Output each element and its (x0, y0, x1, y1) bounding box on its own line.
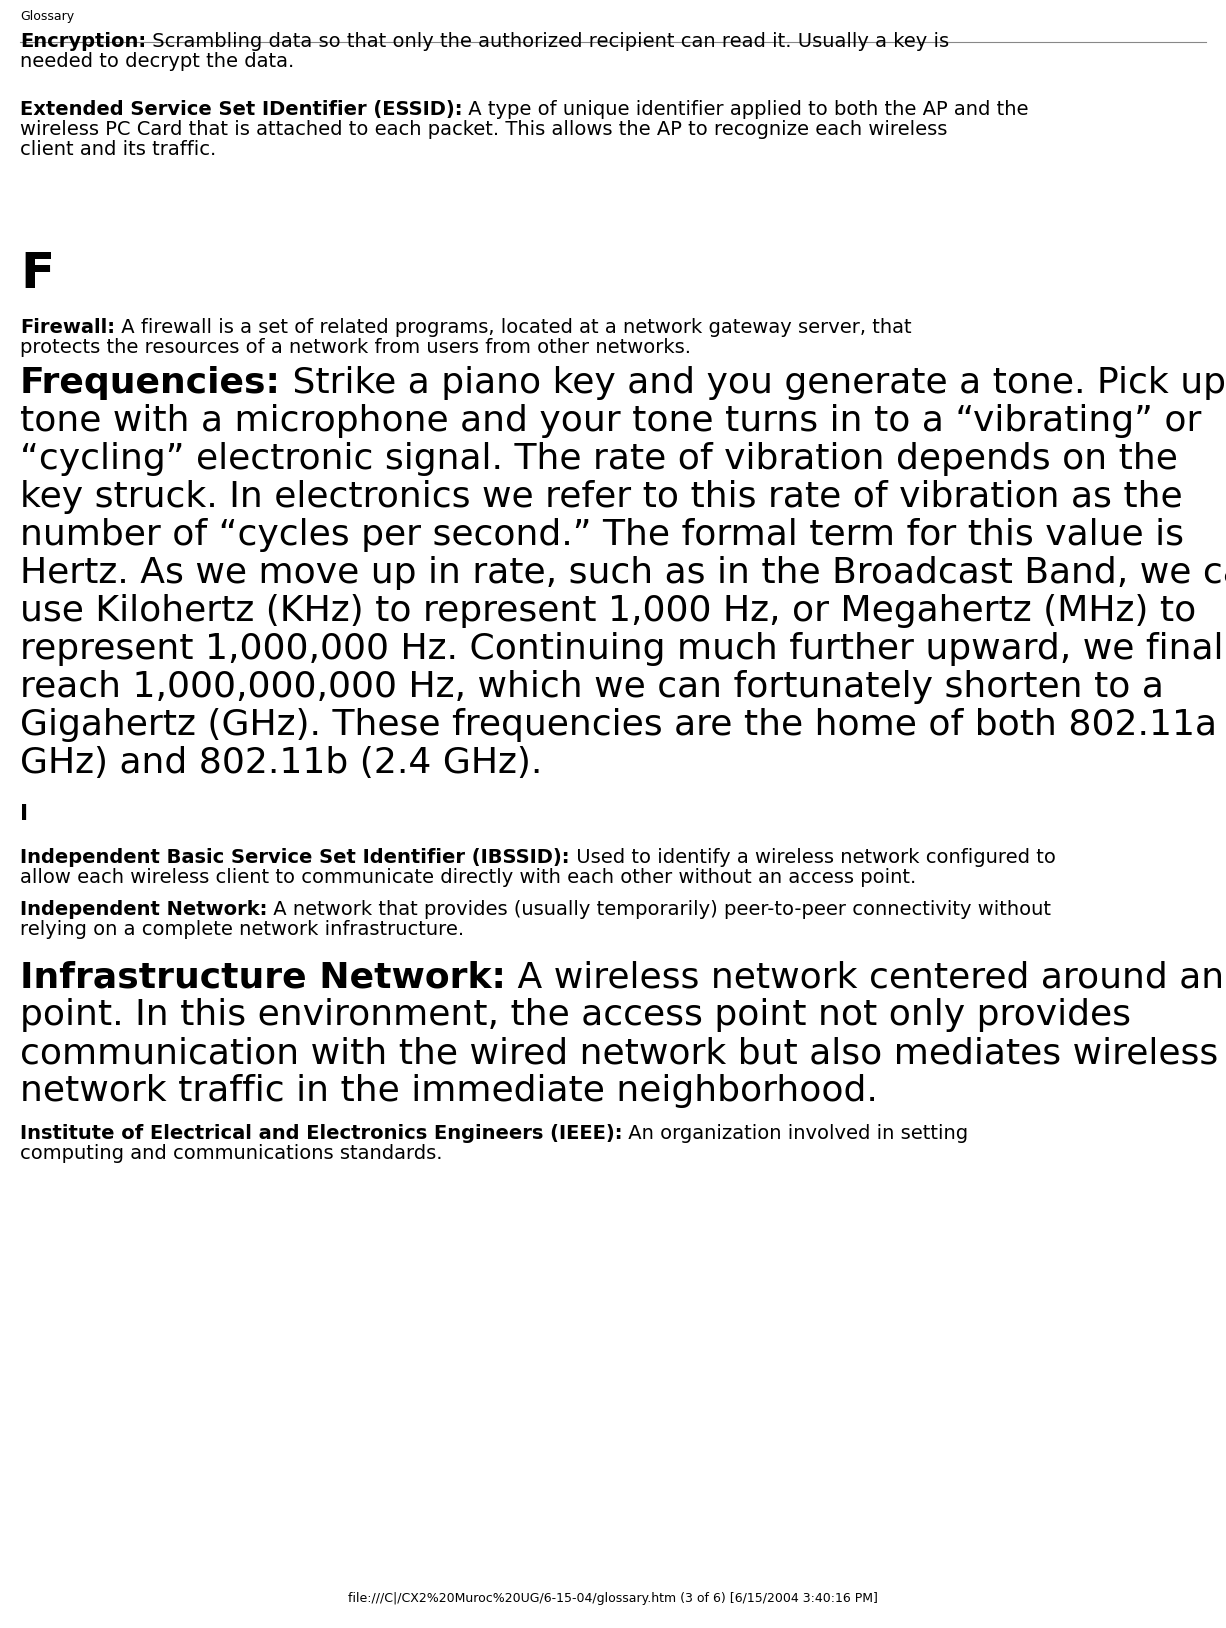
Text: GHz) and 802.11b (2.4 GHz).: GHz) and 802.11b (2.4 GHz). (20, 746, 542, 780)
Text: Independent Network:: Independent Network: (20, 900, 267, 918)
Text: tone with a microphone and your tone turns in to a “vibrating” or: tone with a microphone and your tone tur… (20, 404, 1201, 438)
Text: Used to identify a wireless network configured to: Used to identify a wireless network conf… (570, 848, 1056, 868)
Text: key struck. In electronics we refer to this rate of vibration as the: key struck. In electronics we refer to t… (20, 480, 1183, 514)
Text: Scrambling data so that only the authorized recipient can read it. Usually a key: Scrambling data so that only the authori… (146, 33, 949, 50)
Text: A network that provides (usually temporarily) peer-to-peer connectivity without: A network that provides (usually tempora… (267, 900, 1052, 918)
Text: A wireless network centered around an access: A wireless network centered around an ac… (506, 961, 1226, 995)
Text: client and its traffic.: client and its traffic. (20, 140, 216, 160)
Text: wireless PC Card that is attached to each packet. This allows the AP to recogniz: wireless PC Card that is attached to eac… (20, 120, 948, 138)
Text: Firewall:: Firewall: (20, 317, 115, 337)
Text: Strike a piano key and you generate a tone. Pick up the: Strike a piano key and you generate a to… (281, 366, 1226, 400)
Text: Gigahertz (GHz). These frequencies are the home of both 802.11a (5: Gigahertz (GHz). These frequencies are t… (20, 708, 1226, 742)
Text: file:///C|/CX2%20Muroc%20UG/6-15-04/glossary.htm (3 of 6) [6/15/2004 3:40:16 PM]: file:///C|/CX2%20Muroc%20UG/6-15-04/glos… (348, 1592, 878, 1605)
Text: A type of unique identifier applied to both the AP and the: A type of unique identifier applied to b… (462, 99, 1029, 119)
Text: Institute of Electrical and Electronics Engineers (IEEE):: Institute of Electrical and Electronics … (20, 1123, 623, 1143)
Text: protects the resources of a network from users from other networks.: protects the resources of a network from… (20, 339, 691, 357)
Text: number of “cycles per second.” The formal term for this value is: number of “cycles per second.” The forma… (20, 518, 1184, 552)
Text: Glossary: Glossary (20, 10, 74, 23)
Text: F: F (20, 251, 54, 298)
Text: use Kilohertz (KHz) to represent 1,000 Hz, or Megahertz (MHz) to: use Kilohertz (KHz) to represent 1,000 H… (20, 594, 1197, 628)
Text: represent 1,000,000 Hz. Continuing much further upward, we finally: represent 1,000,000 Hz. Continuing much … (20, 632, 1226, 666)
Text: Hertz. As we move up in rate, such as in the Broadcast Band, we can: Hertz. As we move up in rate, such as in… (20, 557, 1226, 589)
Text: A firewall is a set of related programs, located at a network gateway server, th: A firewall is a set of related programs,… (115, 317, 912, 337)
Text: network traffic in the immediate neighborhood.: network traffic in the immediate neighbo… (20, 1074, 878, 1109)
Text: Infrastructure Network:: Infrastructure Network: (20, 961, 506, 995)
Text: needed to decrypt the data.: needed to decrypt the data. (20, 52, 294, 72)
Text: communication with the wired network but also mediates wireless: communication with the wired network but… (20, 1035, 1219, 1070)
Text: Encryption:: Encryption: (20, 33, 146, 50)
Text: Independent Basic Service Set Identifier (IBSSID):: Independent Basic Service Set Identifier… (20, 848, 570, 868)
Text: I: I (20, 804, 28, 824)
Text: computing and communications standards.: computing and communications standards. (20, 1144, 443, 1162)
Text: An organization involved in setting: An organization involved in setting (623, 1123, 969, 1143)
Text: “cycling” electronic signal. The rate of vibration depends on the: “cycling” electronic signal. The rate of… (20, 441, 1178, 475)
Text: relying on a complete network infrastructure.: relying on a complete network infrastruc… (20, 920, 465, 939)
Text: reach 1,000,000,000 Hz, which we can fortunately shorten to a: reach 1,000,000,000 Hz, which we can for… (20, 671, 1163, 703)
Text: point. In this environment, the access point not only provides: point. In this environment, the access p… (20, 998, 1132, 1032)
Text: Extended Service Set IDentifier (ESSID):: Extended Service Set IDentifier (ESSID): (20, 99, 462, 119)
Text: Frequencies:: Frequencies: (20, 366, 281, 400)
Text: allow each wireless client to communicate directly with each other without an ac: allow each wireless client to communicat… (20, 868, 916, 887)
